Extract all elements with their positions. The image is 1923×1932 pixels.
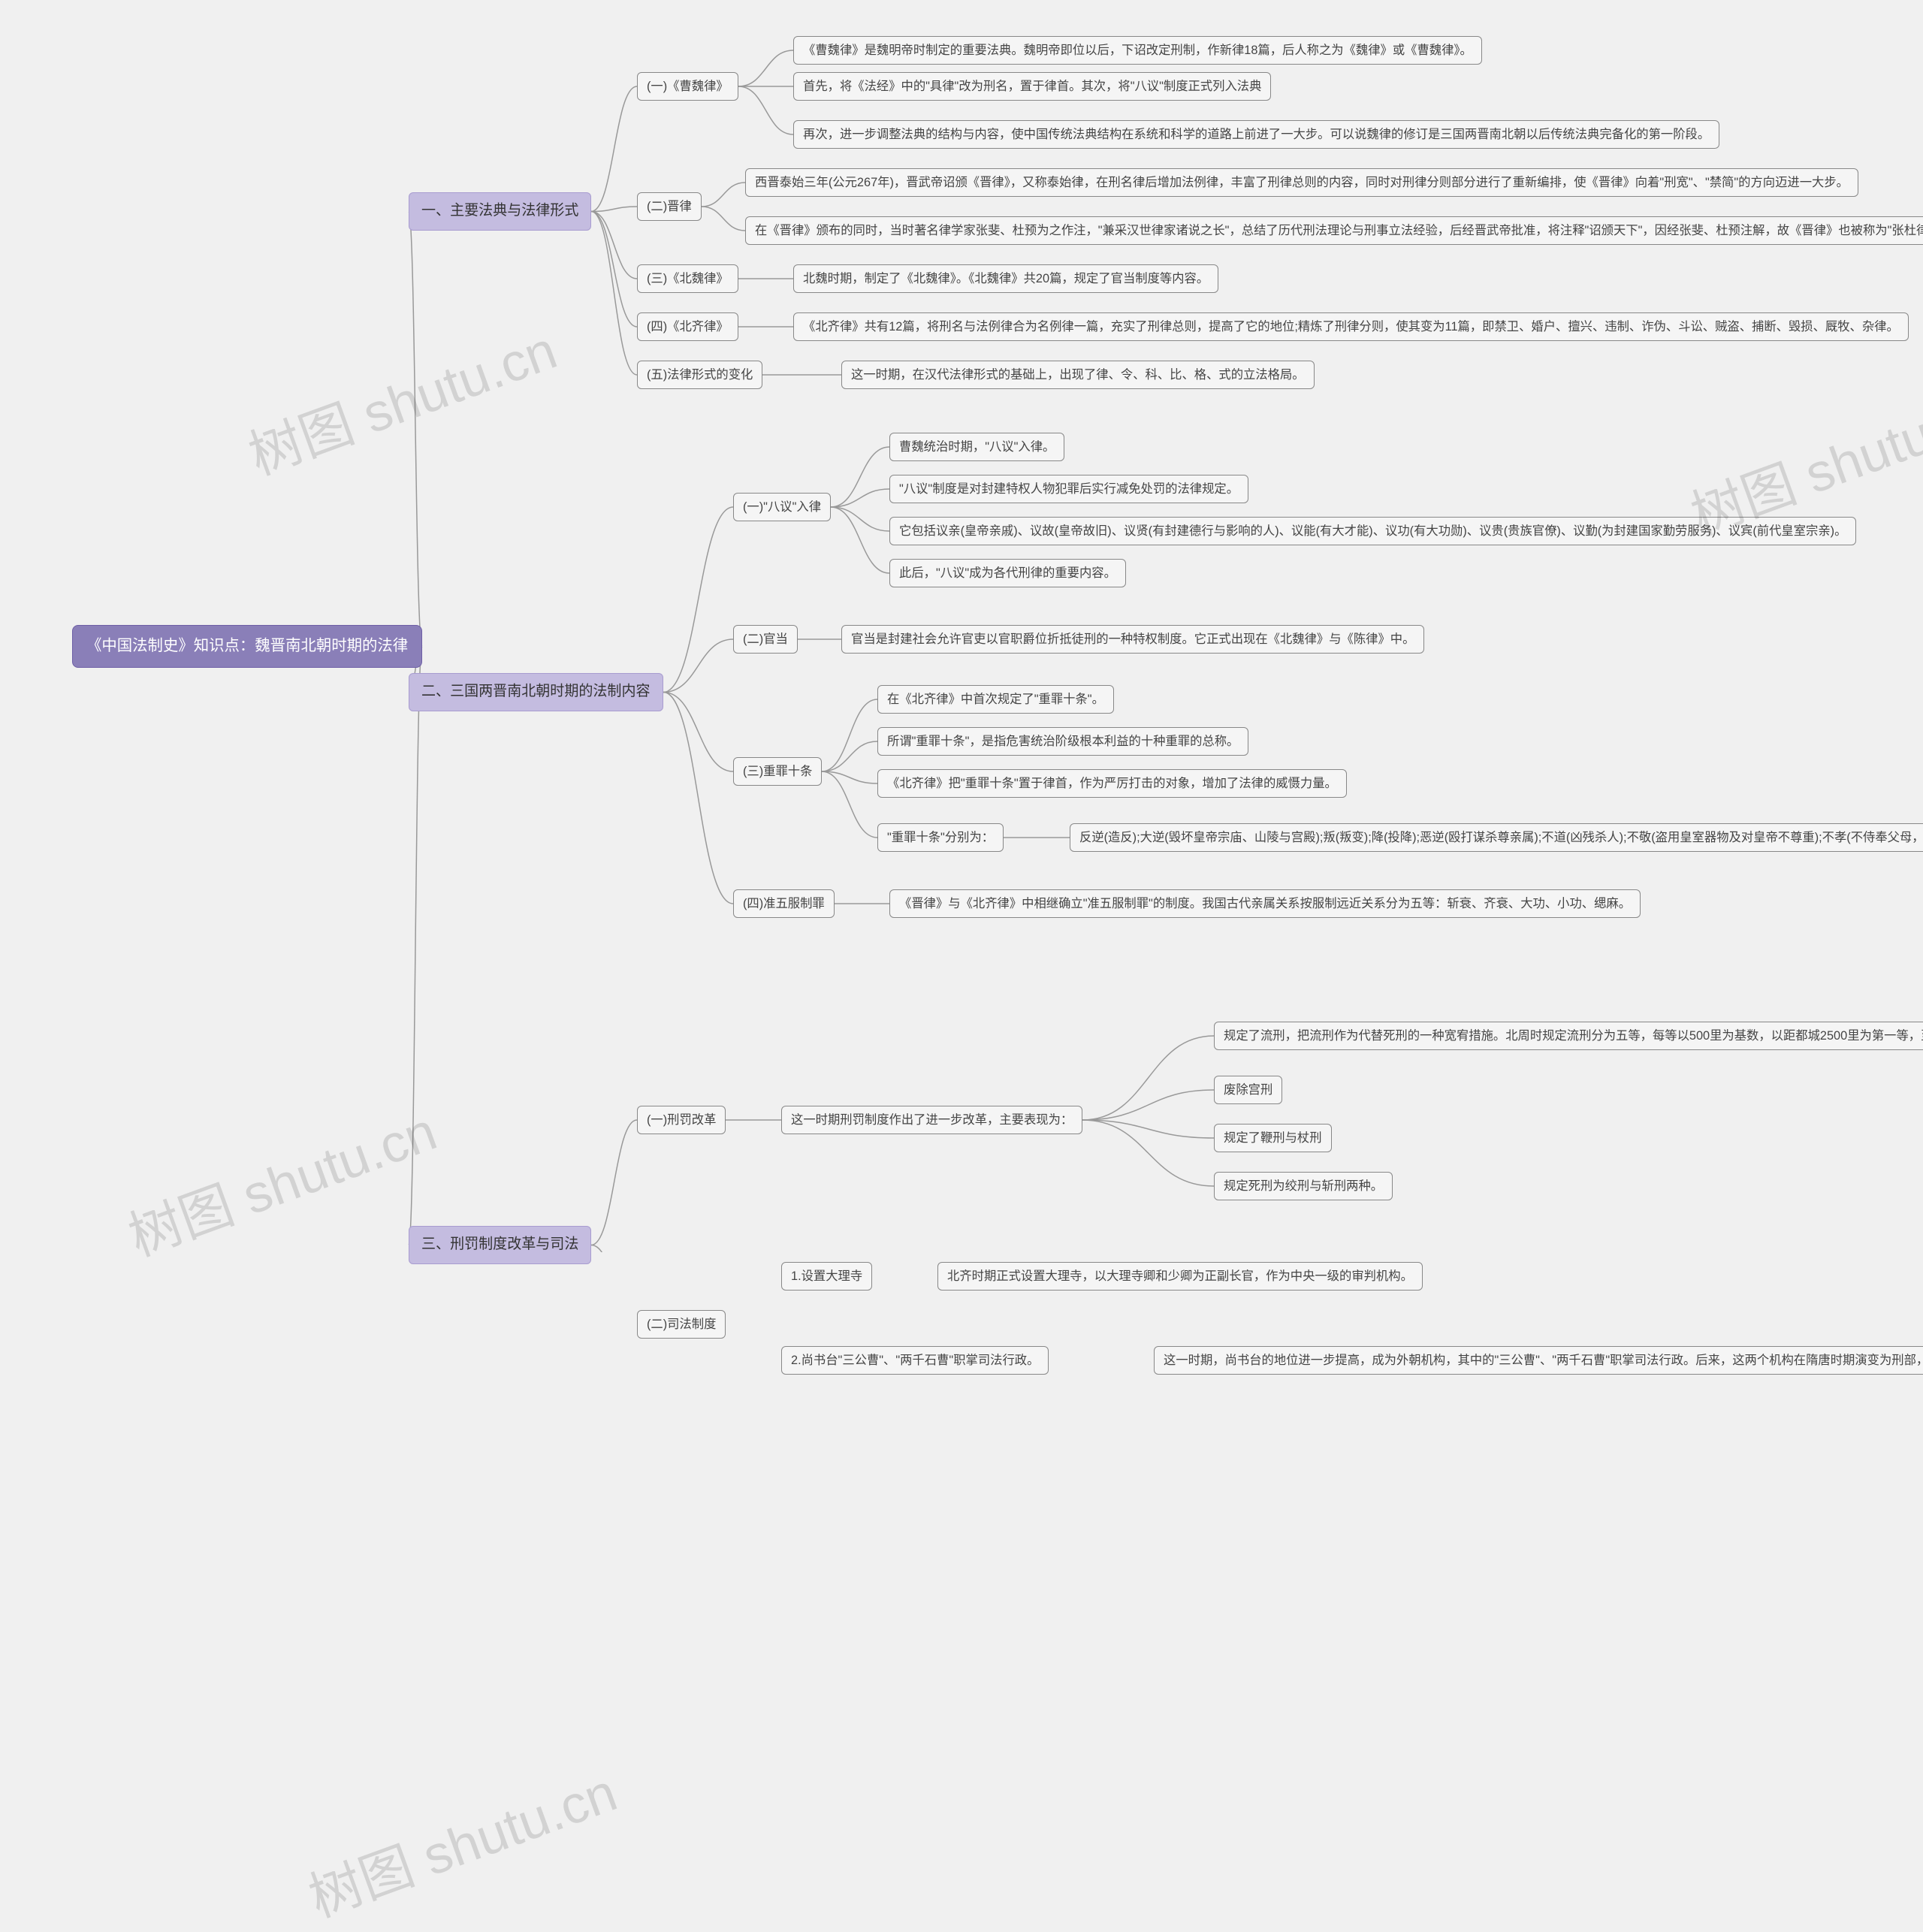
node-n2_4a: 《晋律》与《北齐律》中相继确立"准五服制罪"的制度。我国古代亲属关系按服制远近关… bbox=[889, 889, 1641, 918]
node-n2_1c: 它包括议亲(皇帝亲戚)、议故(皇帝故旧)、议贤(有封建德行与影响的人)、议能(有… bbox=[889, 517, 1856, 545]
node-n1_5a: 这一时期，在汉代法律形式的基础上，出现了律、令、科、比、格、式的立法格局。 bbox=[841, 361, 1315, 389]
node-n1_2: (二)晋律 bbox=[637, 192, 702, 221]
node-n1_1b: 首先，将《法经》中的"具律"改为刑名，置于律首。其次，将"八议"制度正式列入法典 bbox=[793, 72, 1271, 101]
node-rt: 《中国法制史》知识点：魏晋南北朝时期的法律 bbox=[72, 625, 422, 668]
mindmap-canvas: 《中国法制史》知识点：魏晋南北朝时期的法律 一、主要法典与法律形式二、三国两晋南北… bbox=[0, 0, 1923, 1252]
node-n1_2b: 在《晋律》颁布的同时，当时著名律学家张斐、杜预为之作注，"兼采汉世律家诸说之长"… bbox=[745, 216, 1923, 245]
node-n2_3d1: 反逆(造反);大逆(毁坏皇帝宗庙、山陵与宫殿);叛(叛变);降(投降);恶逆(殴… bbox=[1070, 823, 1923, 852]
node-n2_3b: 所谓"重罪十条"，是指危害统治阶级根本利益的十种重罪的总称。 bbox=[877, 727, 1248, 756]
node-n2_1a: 曹魏统治时期，"八议"入律。 bbox=[889, 433, 1064, 461]
node-n2_3a: 在《北齐律》中首次规定了"重罪十条"。 bbox=[877, 685, 1114, 714]
node-n3_1a3: 规定了鞭刑与杖刑 bbox=[1214, 1124, 1332, 1152]
node-n3_1a: 这一时期刑罚制度作出了进一步改革，主要表现为： bbox=[781, 1106, 1082, 1134]
node-n2_1: (一)"八议"入律 bbox=[733, 493, 831, 521]
node-n1_3: (三)《北魏律》 bbox=[637, 264, 738, 293]
node-n3_2a: 1.设置大理寺 bbox=[781, 1262, 872, 1291]
node-n1_1a: 《曹魏律》是魏明帝时制定的重要法典。魏明帝即位以后，下诏改定刑制，作新律18篇，… bbox=[793, 36, 1482, 65]
node-n2_3d: "重罪十条"分别为： bbox=[877, 823, 1004, 852]
node-n3_1a4: 规定死刑为绞刑与斩刑两种。 bbox=[1214, 1172, 1393, 1200]
node-n3_2b1: 这一时期，尚书台的地位进一步提高，成为外朝机构，其中的"三公曹"、"两千石曹"职… bbox=[1154, 1346, 1923, 1375]
node-n3_2a1: 北齐时期正式设置大理寺，以大理寺卿和少卿为正副长官，作为中央一级的审判机构。 bbox=[937, 1262, 1423, 1291]
node-n2_2a: 官当是封建社会允许官吏以官职爵位折抵徒刑的一种特权制度。它正式出现在《北魏律》与… bbox=[841, 625, 1424, 654]
node-n2_3: (三)重罪十条 bbox=[733, 757, 822, 786]
node-n3_1: (一)刑罚改革 bbox=[637, 1106, 726, 1134]
watermark: 树图 shutu.cn bbox=[297, 1750, 625, 1932]
watermark: 树图 shutu.cn bbox=[237, 308, 565, 490]
node-n3_2: (二)司法制度 bbox=[637, 1310, 726, 1339]
node-n1_2a: 西晋泰始三年(公元267年)，晋武帝诏颁《晋律》，又称泰始律，在刑名律后增加法例… bbox=[745, 168, 1858, 197]
node-n1_4a: 《北齐律》共有12篇，将刑名与法例律合为名例律一篇，充实了刑律总则，提高了它的地… bbox=[793, 312, 1909, 341]
node-n1_5: (五)法律形式的变化 bbox=[637, 361, 762, 389]
node-n1_1: (一)《曹魏律》 bbox=[637, 72, 738, 101]
node-n1_3a: 北魏时期，制定了《北魏律》。《北魏律》共20篇，规定了官当制度等内容。 bbox=[793, 264, 1218, 293]
node-s1: 一、主要法典与法律形式 bbox=[409, 192, 591, 231]
node-s2: 二、三国两晋南北朝时期的法制内容 bbox=[409, 673, 663, 711]
node-n3_1a1: 规定了流刑，把流刑作为代替死刑的一种宽宥措施。北周时规定流刑分为五等，每等以50… bbox=[1214, 1022, 1923, 1050]
node-n3_2b: 2.尚书台"三公曹"、"两千石曹"职掌司法行政。 bbox=[781, 1346, 1049, 1375]
watermark: 树图 shutu.cn bbox=[116, 1089, 445, 1271]
node-n3_1a2: 废除宫刑 bbox=[1214, 1076, 1282, 1104]
node-n2_2: (二)官当 bbox=[733, 625, 798, 654]
node-n2_1d: 此后，"八议"成为各代刑律的重要内容。 bbox=[889, 559, 1126, 587]
node-n2_3c: 《北齐律》把"重罪十条"置于律首，作为严厉打击的对象，增加了法律的威慑力量。 bbox=[877, 769, 1347, 798]
node-n2_4: (四)准五服制罪 bbox=[733, 889, 835, 918]
node-n1_1c: 再次，进一步调整法典的结构与内容，使中国传统法典结构在系统和科学的道路上前进了一… bbox=[793, 120, 1719, 149]
node-s3: 三、刑罚制度改革与司法 bbox=[409, 1226, 591, 1264]
node-n1_4: (四)《北齐律》 bbox=[637, 312, 738, 341]
node-n2_1b: "八议"制度是对封建特权人物犯罪后实行减免处罚的法律规定。 bbox=[889, 475, 1248, 503]
